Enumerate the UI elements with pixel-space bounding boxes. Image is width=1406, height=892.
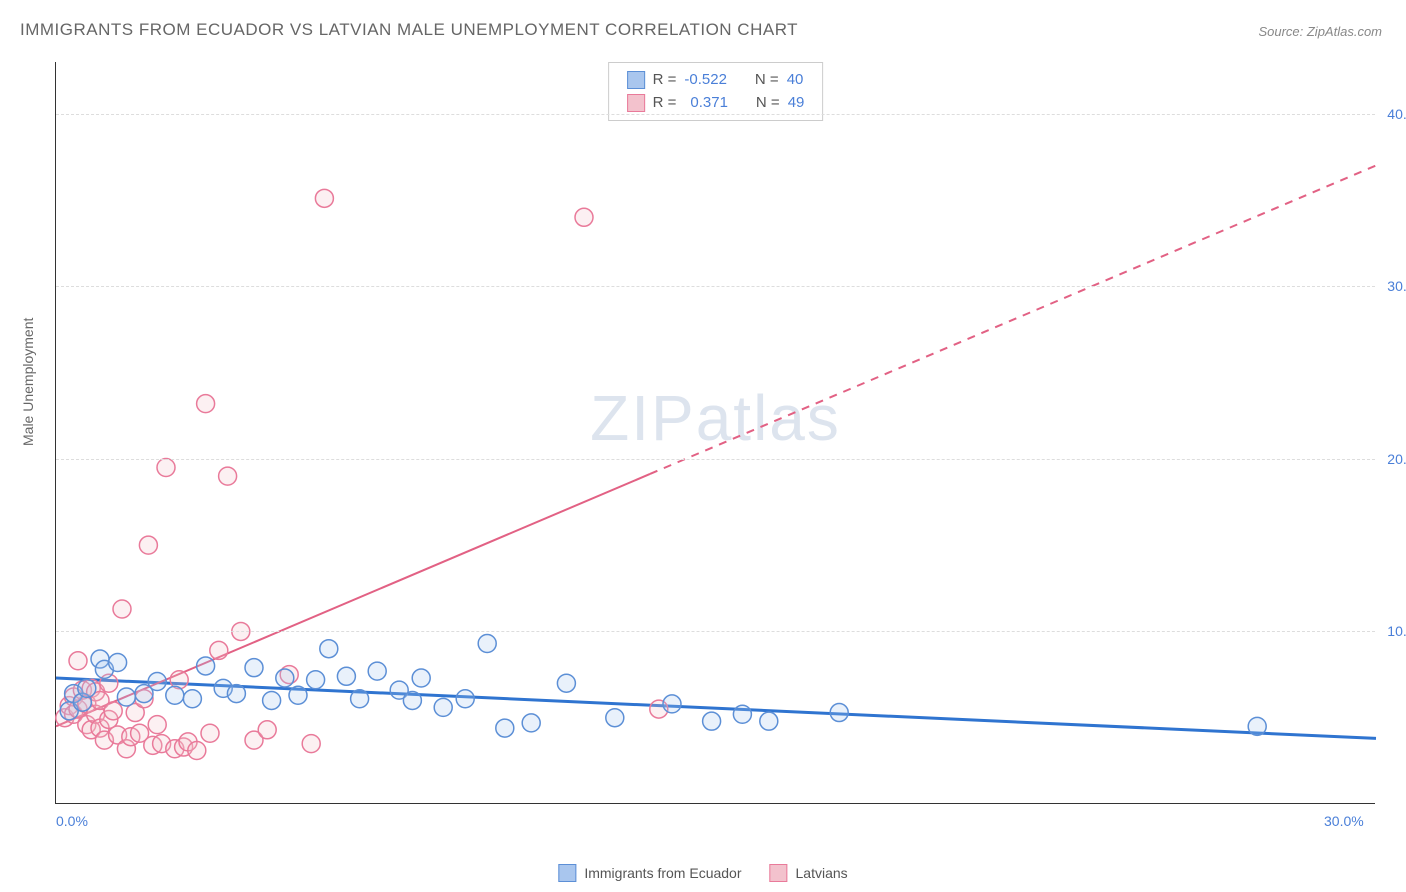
xtick-label: 30.0%	[1324, 813, 1364, 829]
legend-label-ecuador: Immigrants from Ecuador	[584, 865, 741, 881]
plot-area: ZIPatlas R = -0.522 N = 40 R = 0.371 N =…	[55, 62, 1375, 804]
chart-title: IMMIGRANTS FROM ECUADOR VS LATVIAN MALE …	[20, 20, 798, 40]
bottom-legend: Immigrants from Ecuador Latvians	[558, 864, 847, 882]
legend-item-latvians: Latvians	[770, 864, 848, 882]
chart-container: IMMIGRANTS FROM ECUADOR VS LATVIAN MALE …	[0, 0, 1406, 892]
legend-label-latvians: Latvians	[796, 865, 848, 881]
y-axis-label: Male Unemployment	[20, 318, 36, 446]
ytick-label: 40.0%	[1387, 106, 1406, 122]
source-attribution: Source: ZipAtlas.com	[1258, 24, 1382, 39]
legend-swatch-latvians	[770, 864, 788, 882]
ytick-label: 10.0%	[1387, 623, 1406, 639]
grid-line	[56, 459, 1375, 460]
legend-swatch-ecuador	[558, 864, 576, 882]
xtick-label: 0.0%	[56, 813, 88, 829]
grid-line	[56, 286, 1375, 287]
ytick-label: 20.0%	[1387, 451, 1406, 467]
plot-svg	[56, 62, 1375, 803]
grid-line	[56, 631, 1375, 632]
grid-line	[56, 114, 1375, 115]
ytick-label: 30.0%	[1387, 278, 1406, 294]
legend-item-ecuador: Immigrants from Ecuador	[558, 864, 741, 882]
